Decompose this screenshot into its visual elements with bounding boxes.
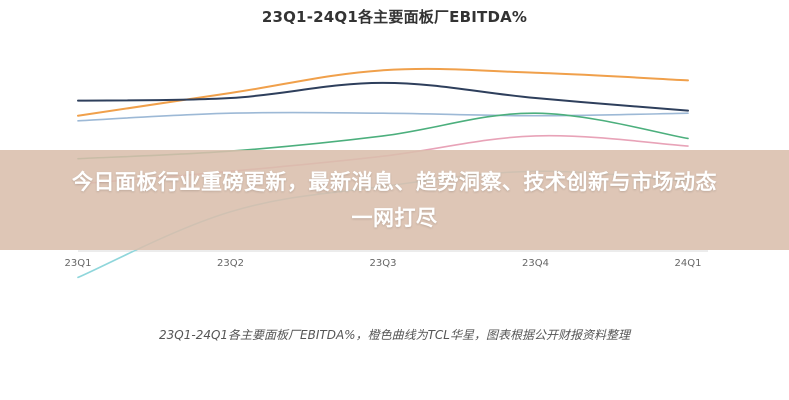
x-tick-label: 23Q1: [65, 258, 92, 269]
series-line-1: [77, 67, 689, 117]
x-tick-label: 24Q1: [675, 258, 702, 269]
headline-banner: 今日面板行业重磅更新，最新消息、趋势洞察、技术创新与市场动态一网打尽: [0, 150, 789, 250]
series-line-3: [77, 111, 689, 122]
x-tick-label: 23Q4: [522, 258, 549, 269]
headline-text: 今日面板行业重磅更新，最新消息、趋势洞察、技术创新与市场动态一网打尽: [72, 170, 717, 230]
x-tick-label: 23Q3: [370, 258, 397, 269]
chart-title: 23Q1-24Q1各主要面板厂EBITDA%: [261, 8, 528, 26]
chart-caption: 23Q1-24Q1各主要面板厂EBITDA%，橙色曲线为TCL华星，图表根据公开…: [159, 328, 630, 342]
x-tick-label: 23Q2: [217, 258, 244, 269]
x-tick-labels: 23Q1 23Q2 23Q3 23Q4 24Q1: [65, 258, 702, 269]
series-line-2: [77, 81, 689, 112]
